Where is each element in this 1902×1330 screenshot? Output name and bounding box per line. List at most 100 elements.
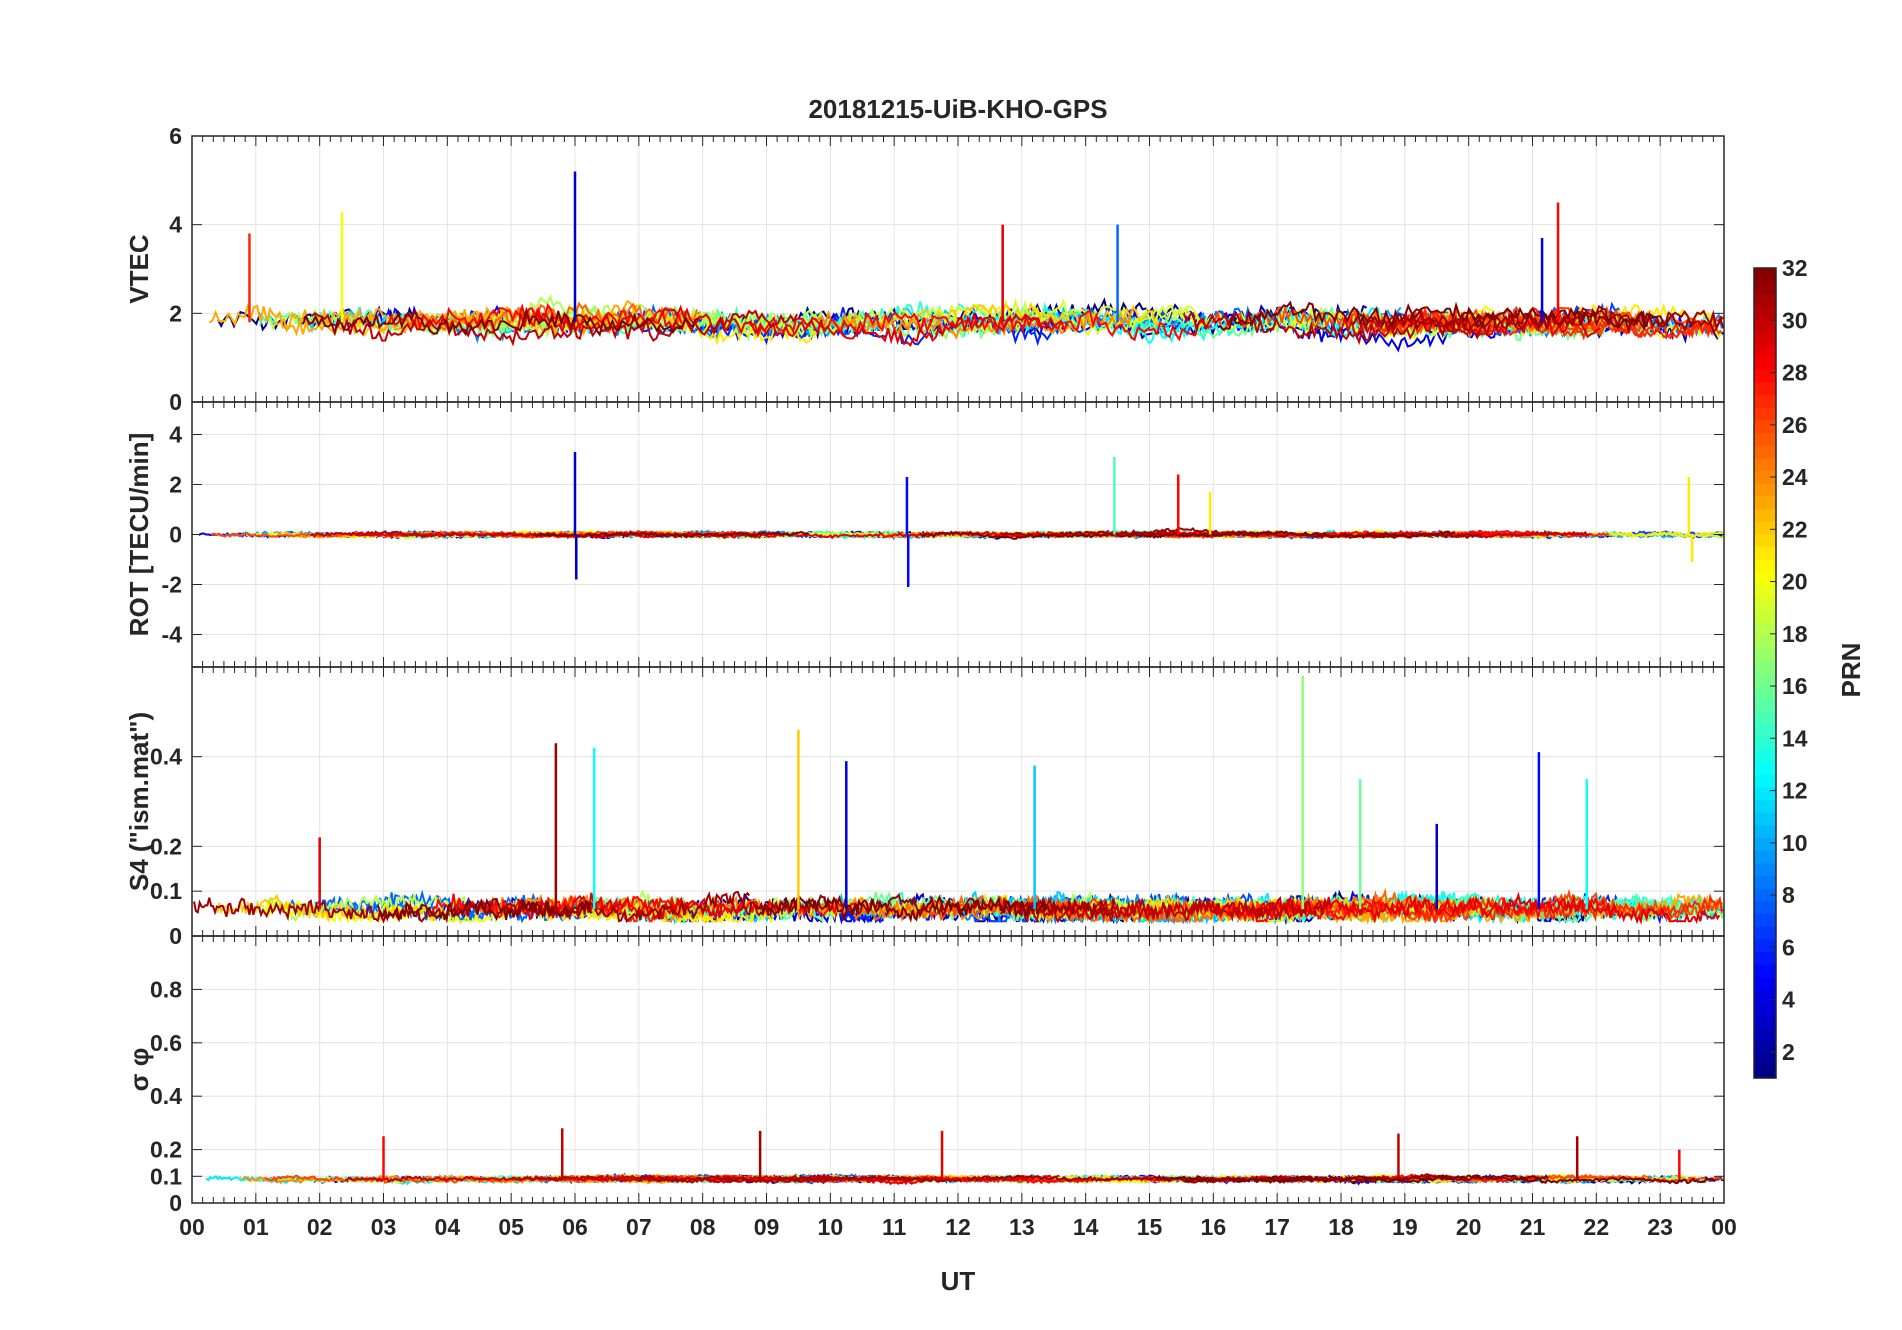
colorbar-band bbox=[1754, 1040, 1776, 1054]
colorbar-band bbox=[1754, 723, 1776, 737]
vtec-series-prn-31 bbox=[1407, 304, 1725, 339]
colorbar-band bbox=[1754, 533, 1776, 548]
colorbar-band bbox=[1754, 470, 1776, 484]
colorbar-band bbox=[1754, 1014, 1776, 1028]
vtec-series-prn-26 bbox=[1211, 304, 1644, 339]
colorbar-tick-label: 26 bbox=[1782, 412, 1808, 438]
s4-series-prn-30 bbox=[999, 895, 1331, 924]
sigma_phi-y-tick-label: 0.8 bbox=[150, 976, 182, 1002]
vtec-series-prn-32 bbox=[301, 306, 700, 337]
colorbar-band bbox=[1754, 584, 1776, 598]
colorbar-frame bbox=[1753, 267, 1777, 1079]
colorbar-tick-label: 2 bbox=[1782, 1039, 1795, 1065]
sigma_phi-series-prn-31 bbox=[637, 1175, 963, 1184]
colorbar-band bbox=[1754, 394, 1776, 408]
colorbar-band bbox=[1754, 837, 1776, 851]
colorbar-band bbox=[1754, 343, 1776, 358]
x-tick-label: 11 bbox=[882, 1214, 907, 1240]
colorbar-band bbox=[1754, 761, 1776, 775]
colorbar-band bbox=[1754, 622, 1776, 636]
rot-y-tick-label: 2 bbox=[169, 472, 182, 498]
colorbar-band bbox=[1754, 673, 1776, 687]
x-tick-label: 22 bbox=[1584, 1214, 1610, 1240]
colorbar-band bbox=[1754, 609, 1776, 623]
x-tick-labels: 00 01 02 03 04 05 06 07 08 09 10 11 12 13 14 15 16 17 18 19… bbox=[179, 1214, 1737, 1240]
colorbar-label: PRN bbox=[1836, 643, 1866, 698]
s4-series-prn-32 bbox=[754, 894, 1048, 924]
colorbar-band bbox=[1754, 419, 1776, 434]
colorbar-band bbox=[1754, 964, 1776, 978]
rot-y-axis-label: ROT [TECU/min] bbox=[124, 433, 154, 637]
colorbar-band bbox=[1754, 407, 1776, 421]
colorbar-tick-label: 12 bbox=[1782, 778, 1808, 804]
x-tick-label: 12 bbox=[945, 1214, 971, 1240]
vtec-series-prn-22 bbox=[350, 306, 711, 337]
colorbar-tick-label: 18 bbox=[1782, 621, 1808, 647]
colorbar-band bbox=[1754, 559, 1776, 573]
s4-y-tick-label: 0.1 bbox=[150, 878, 182, 904]
colorbar-band bbox=[1754, 445, 1776, 459]
chart-title: 20181215-UiB-KHO-GPS bbox=[808, 94, 1107, 124]
rot-series-prn-32 bbox=[534, 530, 810, 539]
colorbar-band bbox=[1754, 850, 1776, 864]
x-tick-label: 18 bbox=[1328, 1214, 1354, 1240]
x-tick-label: 20 bbox=[1456, 1214, 1482, 1240]
s4-series-prn-32 bbox=[376, 897, 593, 923]
colorbar-band bbox=[1754, 305, 1776, 320]
x-tick-label: 02 bbox=[307, 1214, 333, 1240]
colorbar-band bbox=[1754, 571, 1776, 586]
s4-y-axis-label: S4 ("ism.mat") bbox=[124, 712, 154, 891]
colorbar-band bbox=[1754, 521, 1776, 535]
colorbar-tick-label: 10 bbox=[1782, 830, 1808, 856]
rot-y-tick-label: 0 bbox=[169, 522, 182, 548]
colorbar-band bbox=[1754, 546, 1776, 560]
colorbar-tick-label: 20 bbox=[1782, 569, 1808, 595]
s4-series-prn-18 bbox=[262, 891, 473, 922]
x-tick-label: 14 bbox=[1073, 1214, 1099, 1240]
x-tick-label: 00 bbox=[1711, 1214, 1737, 1240]
panel-s4: 0 0.1 0.2 0.4S4 ("ism.mat") bbox=[124, 666, 1725, 949]
colorbar-band bbox=[1754, 900, 1776, 915]
vtec-x-ticks bbox=[191, 136, 1725, 402]
colorbar-band bbox=[1754, 951, 1776, 965]
colorbar-band bbox=[1754, 1052, 1776, 1066]
x-tick-label: 04 bbox=[435, 1214, 461, 1240]
colorbar-band bbox=[1754, 1065, 1776, 1079]
colorbar-band bbox=[1754, 774, 1776, 788]
sigma_phi-y-tick-label: 0 bbox=[169, 1190, 182, 1216]
vtec-series-prn-32 bbox=[1219, 300, 1665, 334]
x-tick-label: 01 bbox=[243, 1214, 269, 1240]
colorbar-tick-label: 6 bbox=[1782, 934, 1795, 960]
vtec-series-prn-29 bbox=[514, 304, 1065, 347]
colorbar-band bbox=[1754, 356, 1776, 370]
colorbar-band bbox=[1754, 862, 1776, 877]
x-tick-label: 08 bbox=[690, 1214, 716, 1240]
colorbar-band bbox=[1754, 369, 1776, 383]
colorbar-band bbox=[1754, 381, 1776, 396]
vtec-series-prn-30 bbox=[311, 309, 798, 347]
colorbar-band bbox=[1754, 1027, 1776, 1041]
colorbar-tick-label: 24 bbox=[1782, 464, 1808, 490]
vtec-y-tick-label: 0 bbox=[169, 389, 182, 415]
x-tick-label: 17 bbox=[1264, 1214, 1290, 1240]
panel-rot: -4 -2 0 2 4 ROT [TECU/min] bbox=[124, 401, 1725, 668]
colorbar-tick-label: 4 bbox=[1782, 987, 1795, 1013]
x-tick-label: 16 bbox=[1201, 1214, 1227, 1240]
colorbar-band bbox=[1754, 331, 1776, 345]
colorbar-band bbox=[1754, 875, 1776, 889]
colorbar-tick-label: 22 bbox=[1782, 516, 1808, 542]
x-tick-label: 03 bbox=[371, 1214, 397, 1240]
vtec-y-tick-label: 4 bbox=[169, 212, 182, 238]
colorbar-band bbox=[1754, 660, 1776, 674]
colorbar-band bbox=[1754, 432, 1776, 446]
rot-series bbox=[198, 452, 1725, 587]
colorbar-band bbox=[1754, 457, 1776, 472]
x-tick-label: 00 bbox=[179, 1214, 205, 1240]
panel-vtec: 0 2 4 6 VTEC bbox=[124, 123, 1725, 415]
s4-x-ticks bbox=[191, 667, 1725, 936]
rot-y-tick-label: 4 bbox=[169, 422, 182, 448]
s4-y-tick-label: 0 bbox=[169, 923, 182, 949]
colorbar-band bbox=[1754, 748, 1776, 763]
s4-y-tick-label: 0.4 bbox=[150, 744, 182, 770]
